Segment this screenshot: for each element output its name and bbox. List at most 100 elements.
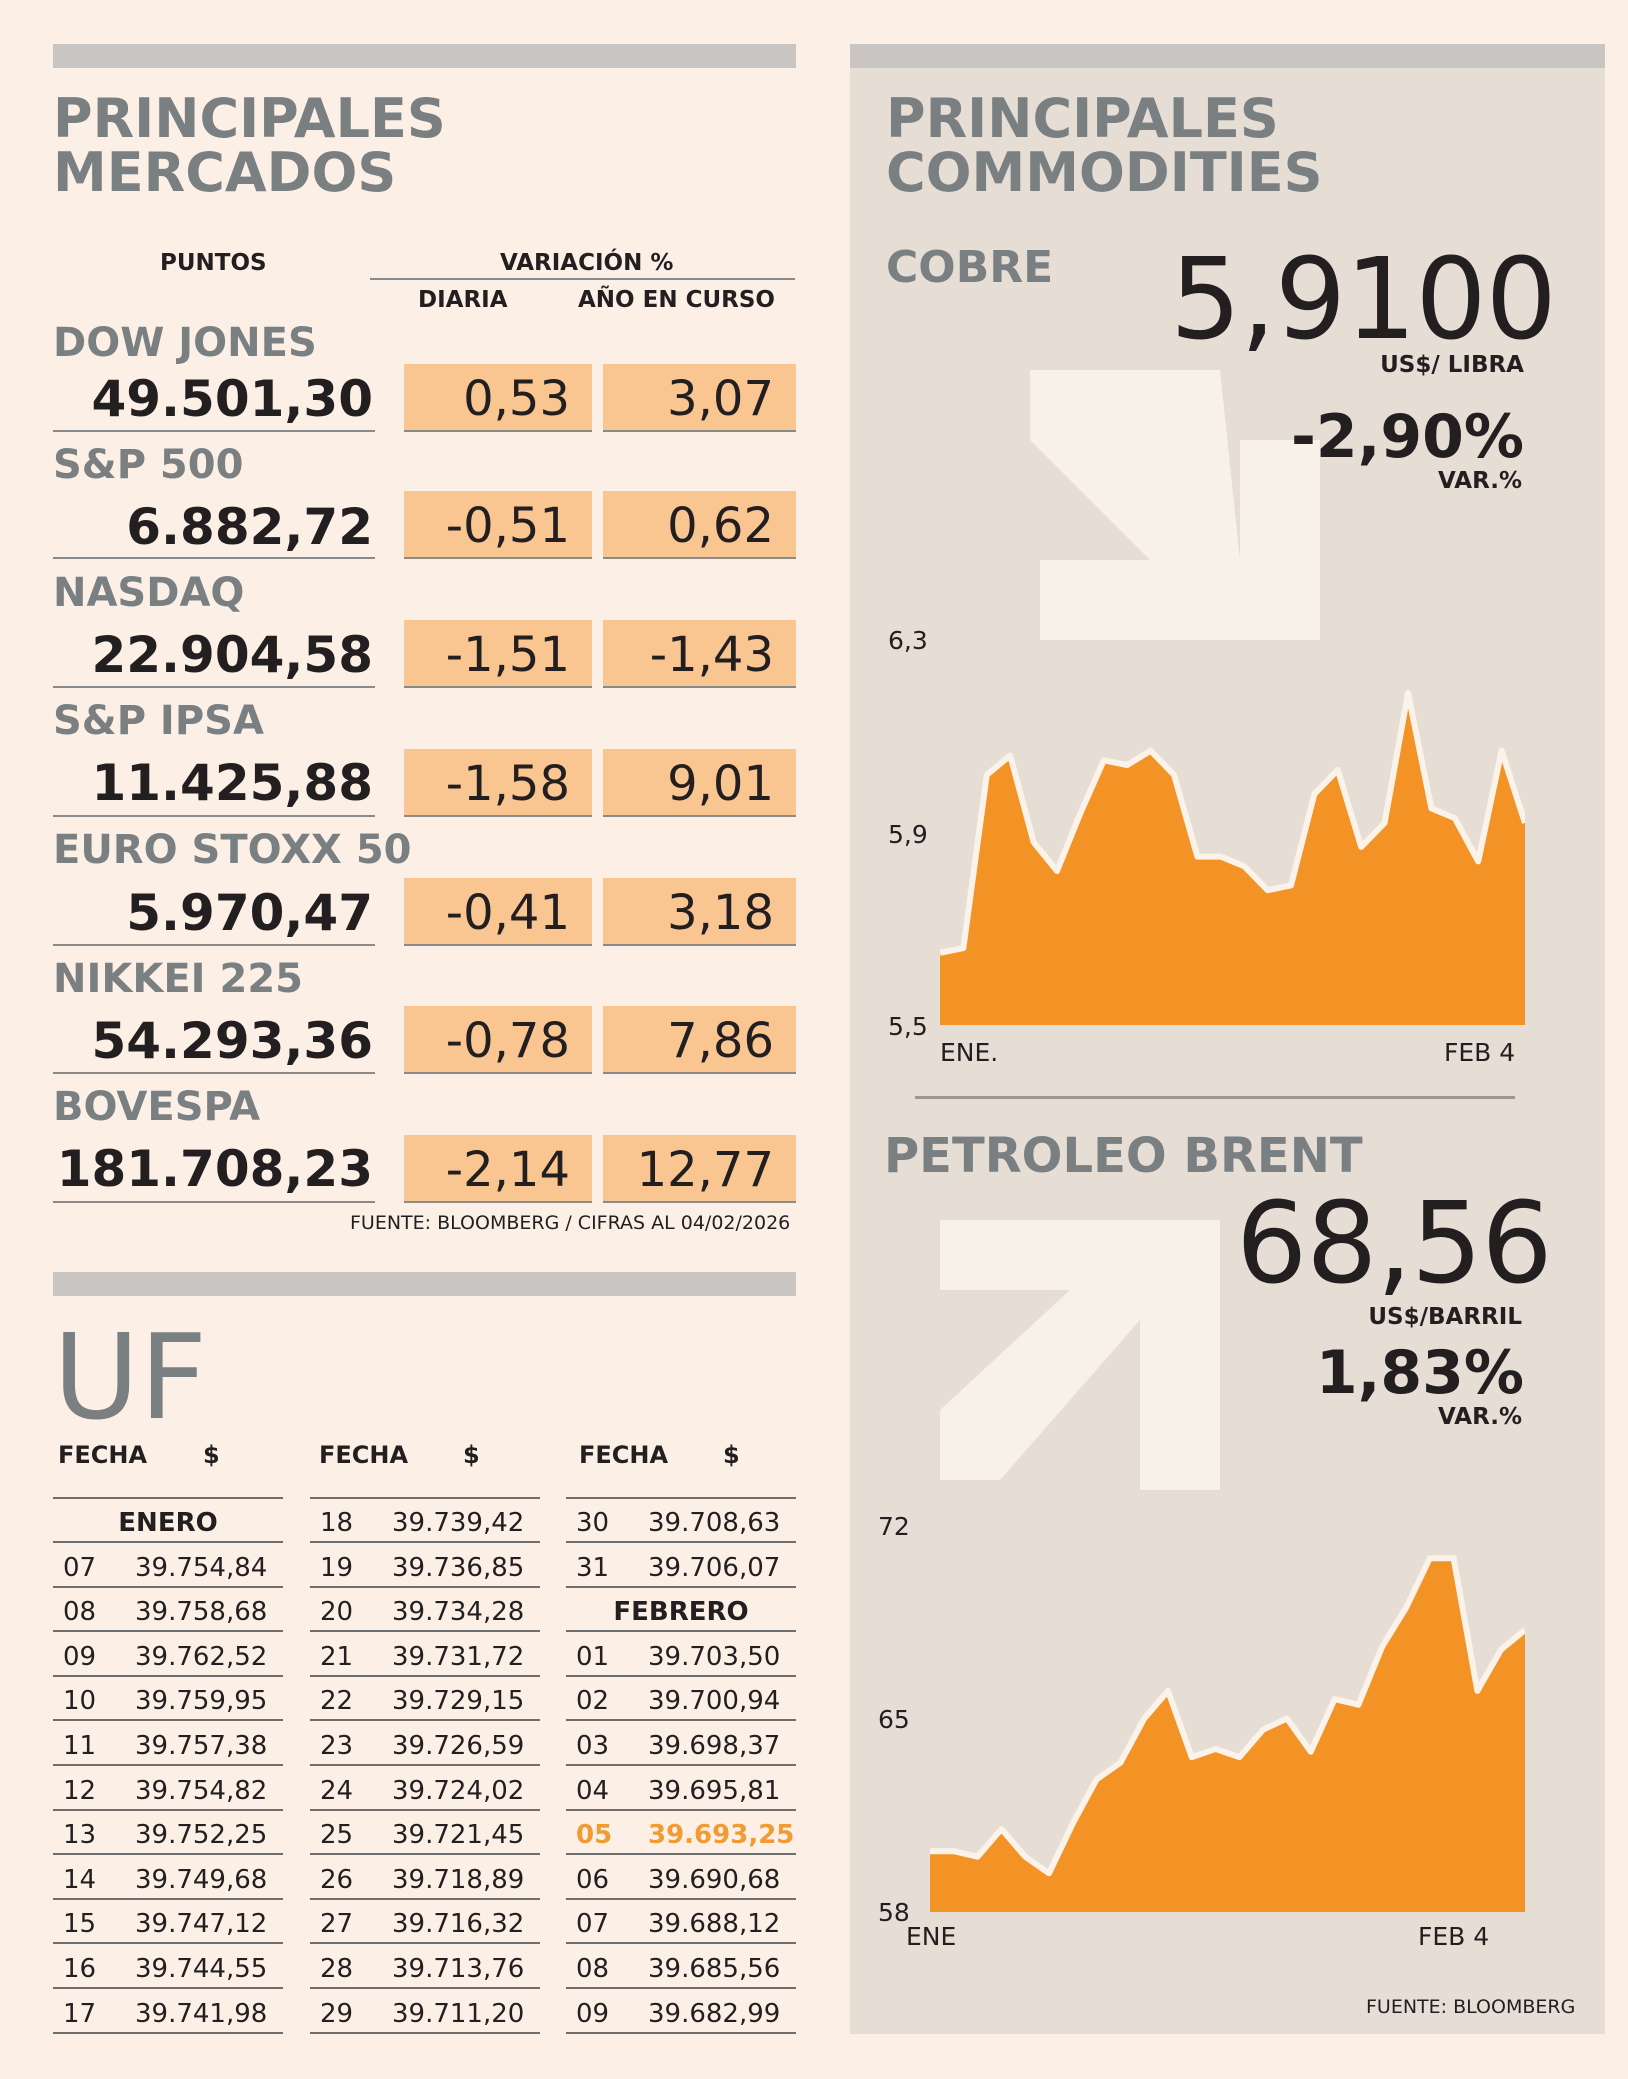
market-name: NIKKEI 225: [53, 956, 303, 1002]
variation-header-rule: [370, 278, 795, 280]
uf-value: 39.721,45: [392, 1820, 525, 1851]
row-rule: [603, 944, 796, 946]
uf-value: 39.744,55: [135, 1954, 268, 1984]
market-ytd: 9,01: [603, 749, 796, 815]
uf-row: 20 39.734,28: [310, 1588, 540, 1633]
uf-value: 39.700,94: [648, 1686, 781, 1717]
uf-value: 39.708,63: [648, 1508, 781, 1538]
uf-row: 01 39.703,50: [566, 1633, 796, 1677]
uf-value: 39.741,98: [135, 1998, 268, 2029]
brent-ytick-top: 72: [878, 1512, 910, 1541]
markets-top-bar: [53, 44, 796, 68]
uf-value: 39.703,50: [648, 1641, 781, 1672]
uf-value: 39.739,42: [392, 1508, 525, 1538]
points-header: PUNTOS: [160, 250, 267, 276]
uf-day: 07: [576, 1909, 610, 1940]
market-name: NASDAQ: [53, 570, 245, 616]
market-points: 22.904,58: [91, 626, 373, 684]
ytd-header: AÑO EN CURSO: [578, 287, 775, 313]
uf-row: 11 39.757,38: [53, 1722, 283, 1766]
market-name: S&P 500: [53, 442, 244, 488]
markets-source: FUENTE: BLOOMBERG / CIFRAS AL 04/02/2026: [350, 1212, 791, 1234]
brent-unit: US$/BARRIL: [1368, 1304, 1522, 1330]
uf-month-label: FEBRERO: [613, 1597, 749, 1628]
area-fill: [930, 1558, 1525, 1912]
uf-day: 29: [320, 1998, 354, 2029]
brent-change: 1,83%: [1315, 1338, 1524, 1408]
row-rule: [603, 1072, 796, 1074]
uf-row: 08 39.758,68: [53, 1588, 283, 1633]
brent-ytick-bottom: 58: [878, 1898, 910, 1927]
uf-row: 18 39.739,42: [310, 1499, 540, 1543]
market-daily: -0,41: [404, 878, 592, 944]
uf-day: 08: [576, 1954, 610, 1984]
uf-day: 08: [63, 1597, 97, 1628]
markets-title-line1: PRINCIPALES: [53, 87, 446, 150]
copper-ytick-top: 6,3: [888, 626, 928, 655]
uf-day: 12: [63, 1775, 97, 1806]
market-daily: -2,14: [404, 1135, 592, 1201]
market-name: BOVESPA: [53, 1084, 261, 1130]
uf-col3-value-header: $: [723, 1441, 740, 1469]
uf-day: 18: [320, 1508, 354, 1538]
uf-row: 21 39.731,72: [310, 1633, 540, 1677]
uf-value: 39.762,52: [135, 1641, 268, 1672]
uf-day: 22: [320, 1686, 354, 1717]
commodities-divider: [915, 1096, 1515, 1099]
uf-row: 27 39.716,32: [310, 1900, 540, 1945]
uf-day: 06: [576, 1864, 610, 1895]
copper-ytick-bottom: 5,5: [888, 1012, 928, 1041]
uf-day: 28: [320, 1954, 354, 1984]
uf-row: 05 39.693,25: [566, 1811, 796, 1856]
area-outline: [940, 689, 1525, 956]
uf-value: 39.713,76: [392, 1954, 525, 1984]
brent-price: 68,56: [1236, 1179, 1553, 1309]
row-rule: [404, 430, 592, 432]
uf-value: 39.711,20: [392, 1998, 525, 2029]
uf-value: 39.682,99: [648, 1998, 781, 2029]
row-rule: [404, 944, 592, 946]
uf-row: 24 39.724,02: [310, 1767, 540, 1811]
uf-day: 09: [576, 1998, 610, 2029]
market-ytd: 12,77: [603, 1135, 796, 1201]
commodities-title-line1: PRINCIPALES: [886, 87, 1279, 150]
uf-value: 39.693,25: [648, 1820, 795, 1851]
row-rule: [404, 686, 592, 688]
uf-day: 04: [576, 1775, 610, 1806]
uf-value: 39.731,72: [392, 1641, 525, 1672]
uf-value: 39.724,02: [392, 1775, 525, 1806]
uf-value: 39.690,68: [648, 1864, 781, 1895]
copper-area-chart: [940, 689, 1525, 1025]
uf-value: 39.695,81: [648, 1775, 781, 1806]
copper-change: -2,90%: [1290, 402, 1524, 472]
row-rule: [603, 815, 796, 817]
uf-row: 26 39.718,89: [310, 1856, 540, 1900]
uf-row: 22 39.729,15: [310, 1677, 540, 1722]
uf-value: 39.718,89: [392, 1864, 525, 1895]
market-daily: -0,51: [404, 491, 592, 557]
uf-col2-date-header: FECHA: [319, 1441, 409, 1469]
row-rule: [53, 1201, 375, 1203]
uf-day: 20: [320, 1597, 354, 1628]
row-rule: [53, 815, 375, 817]
market-points: 49.501,30: [91, 370, 373, 428]
up-arrow-icon: [940, 1220, 1220, 1490]
uf-month-label: ENERO: [118, 1508, 218, 1538]
uf-value: 39.752,25: [135, 1820, 268, 1851]
uf-day: 14: [63, 1864, 97, 1895]
uf-day: 26: [320, 1864, 354, 1895]
row-rule: [404, 1201, 592, 1203]
uf-col1-value-header: $: [203, 1441, 220, 1469]
uf-value: 39.758,68: [135, 1597, 268, 1628]
uf-row: 09 39.682,99: [566, 1990, 796, 2034]
commodities-source: FUENTE: BLOOMBERG: [1366, 1996, 1576, 2018]
uf-day: 16: [63, 1954, 97, 1984]
uf-row: 07 39.688,12: [566, 1900, 796, 1945]
copper-xlabel-start: ENE.: [940, 1038, 999, 1067]
market-ytd: 3,18: [603, 878, 796, 944]
uf-day: 09: [63, 1641, 97, 1672]
copper-ytick-mid: 5,9: [888, 820, 928, 849]
market-daily: -0,78: [404, 1006, 592, 1072]
uf-month-row: FEBRERO: [566, 1588, 796, 1633]
uf-value: 39.754,84: [135, 1552, 268, 1583]
